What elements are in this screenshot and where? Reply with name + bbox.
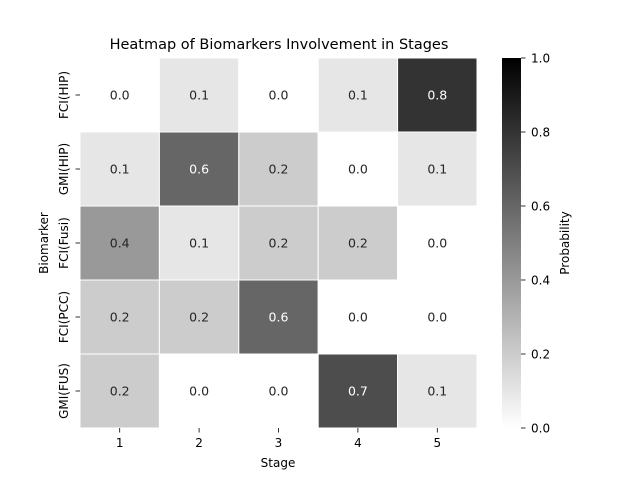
x-tick-label: 3	[275, 436, 283, 450]
x-tick-label: 2	[195, 436, 203, 450]
colorbar-tick-label: 0.6	[531, 200, 550, 214]
y-tick-label: GMI(FUS)	[57, 363, 71, 419]
heatmap-cell	[238, 353, 319, 429]
heatmap-cell	[79, 57, 160, 133]
cell-value-label: 0.2	[110, 310, 130, 325]
cell-value-label: 0.0	[348, 310, 368, 325]
cell-value-label: 0.1	[427, 384, 447, 399]
heatmap-cell	[397, 205, 478, 281]
cell-value-label: 0.2	[348, 236, 368, 251]
chart-title: Heatmap of Biomarkers Involvement in Sta…	[110, 37, 449, 53]
cell-value-label: 0.1	[427, 162, 447, 177]
heatmap-cell	[79, 131, 160, 207]
heatmap-cell	[238, 131, 319, 207]
heatmap-cell	[317, 279, 399, 355]
heatmap-cell	[397, 353, 478, 429]
cell-value-label: 0.2	[189, 310, 209, 325]
cell-value-label: 0.0	[269, 88, 289, 103]
y-tick-label: FCI(HIP)	[57, 71, 71, 119]
heatmap-cell	[158, 353, 240, 429]
colorbar-ticks: 0.0 0.2 0.4 0.6 0.8 1.0	[521, 52, 550, 436]
colorbar-tick-label: 1.0	[531, 52, 550, 66]
colorbar-tick-label: 0.0	[531, 422, 550, 436]
cell-value-label: 0.1	[189, 236, 209, 251]
heatmap-cell	[238, 205, 319, 281]
x-tick-label: 1	[116, 436, 124, 450]
cell-value-label: 0.1	[189, 88, 209, 103]
cell-value-label: 0.8	[427, 88, 447, 103]
cell-value-label: 0.0	[427, 310, 447, 325]
x-axis: 1 2 3 4 5	[116, 428, 441, 450]
colorbar-tick-label: 0.2	[531, 348, 550, 362]
y-tick-label: GMI(HIP)	[57, 143, 71, 195]
cell-value-label: 0.0	[427, 236, 447, 251]
colorbar-tick-label: 0.4	[531, 274, 550, 288]
cell-value-label: 0.1	[110, 162, 130, 177]
heatmap-cell	[317, 205, 399, 281]
heatmap-cell	[397, 57, 478, 133]
x-tick-label: 5	[433, 436, 441, 450]
heatmap-cell	[158, 279, 240, 355]
cell-value-label: 0.0	[110, 88, 130, 103]
heatmap-cell	[79, 353, 160, 429]
cell-value-label: 0.2	[110, 384, 130, 399]
cell-value-label: 0.4	[110, 236, 130, 251]
heatmap-cell	[397, 131, 478, 207]
colorbar-label: Probability	[558, 211, 572, 274]
x-tick-label: 4	[354, 436, 362, 450]
x-axis-label: Stage	[261, 456, 296, 470]
cell-value-label: 0.1	[348, 88, 368, 103]
heatmap-cell	[397, 279, 478, 355]
cell-value-label: 0.0	[189, 384, 209, 399]
heatmap-cell	[238, 57, 319, 133]
y-tick-label: FCI(Fusi)	[57, 217, 71, 269]
heatmap-cell	[158, 57, 240, 133]
cell-value-label: 0.0	[269, 384, 289, 399]
heatmap-cells: 0.0 0.1 0.0 0.1 0.8 0.1 0.6 0.2 0.0 0.1 0.4 0.1 0.2 0…	[79, 57, 478, 429]
heatmap-cell	[158, 205, 240, 281]
cell-value-label: 0.7	[348, 384, 368, 399]
y-tick-label: FCI(PCC)	[57, 291, 71, 343]
colorbar-tick-label: 0.8	[531, 126, 550, 140]
cell-value-label: 0.0	[348, 162, 368, 177]
cell-value-label: 0.6	[189, 162, 209, 177]
colorbar: 0.0 0.2 0.4 0.6 0.8 1.0 Probability	[502, 52, 572, 436]
heatmap-cell	[238, 279, 319, 355]
heatmap-cell	[317, 57, 399, 133]
cell-value-label: 0.2	[269, 236, 289, 251]
colorbar-gradient	[502, 58, 521, 428]
cell-value-label: 0.6	[269, 310, 289, 325]
cell-value-label: 0.2	[269, 162, 289, 177]
y-axis: FCI(HIP) GMI(HIP) FCI(Fusi) FCI(PCC) GMI(FUS…	[57, 71, 80, 419]
y-axis-label: Biomarker	[37, 212, 51, 274]
